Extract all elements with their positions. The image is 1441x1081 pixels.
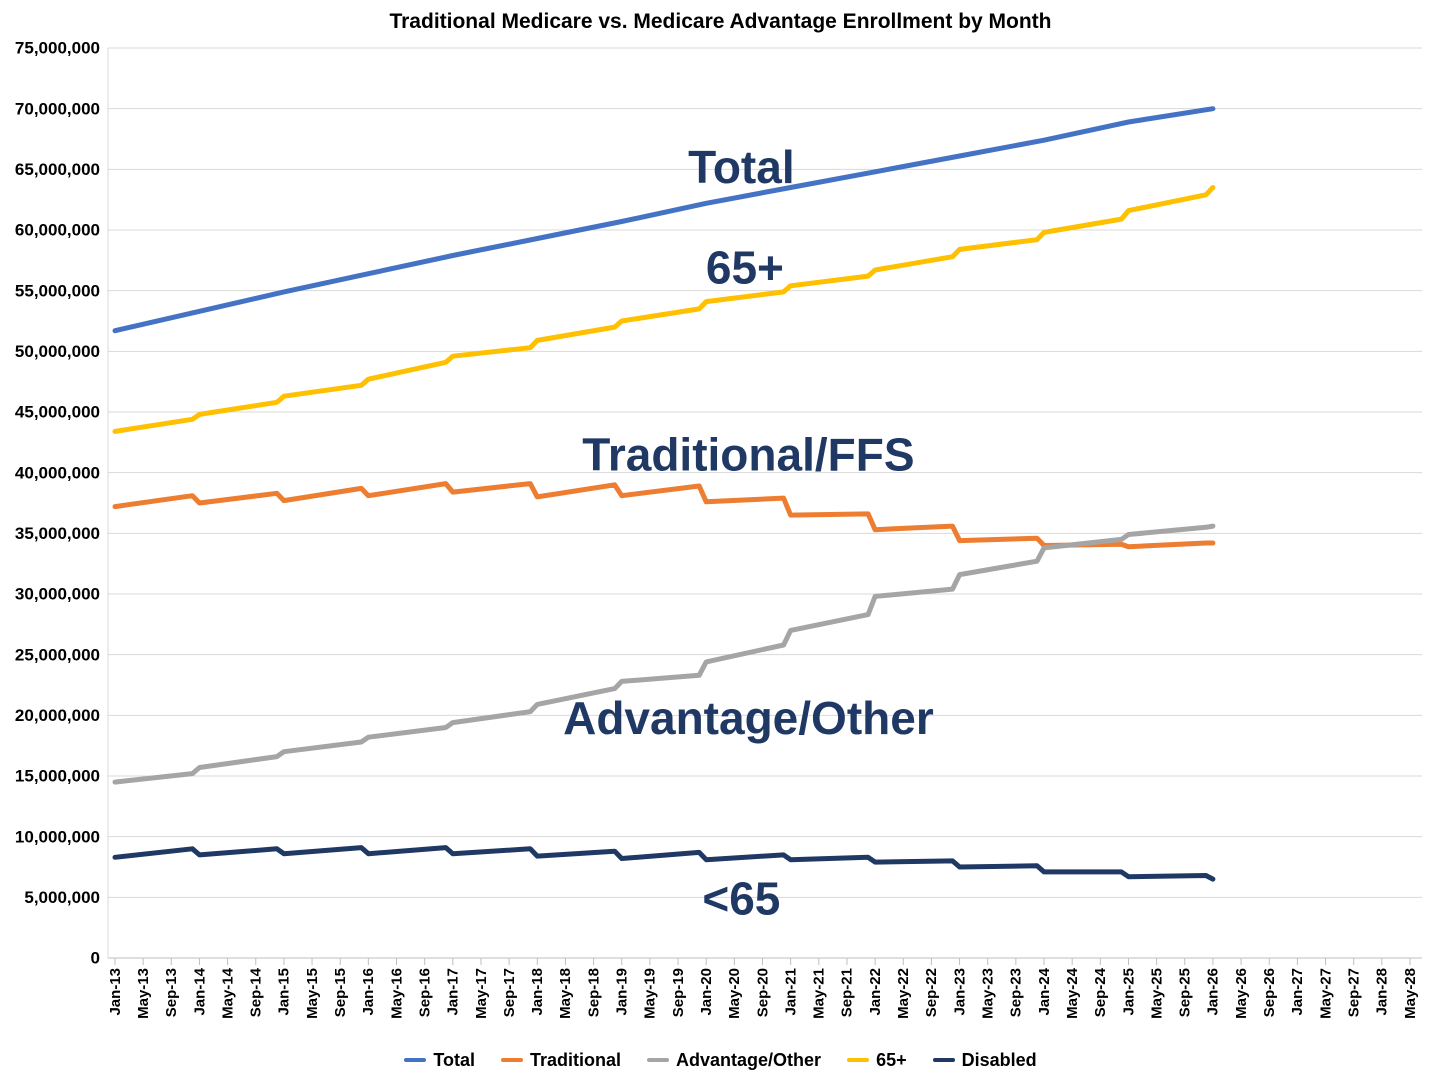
x-axis-tick-label: Jan-22: [867, 968, 884, 1016]
x-axis-tick-label: Sep-25: [1177, 968, 1194, 1017]
x-axis-tick-label: May-18: [557, 968, 574, 1019]
x-axis-tick-label: May-15: [304, 968, 321, 1019]
x-axis-tick-label: Sep-22: [923, 968, 940, 1017]
x-axis-tick-label: May-19: [642, 968, 659, 1019]
series-line-advantage-other: [112, 523, 1216, 785]
series-line-disabled: [112, 845, 1216, 882]
legend-item-65plus: 65+: [847, 1050, 907, 1071]
x-axis-tick-label: May-16: [388, 968, 405, 1019]
x-axis-tick-label: Jan-17: [445, 968, 462, 1016]
legend-item-disabled: Disabled: [932, 1049, 1037, 1071]
x-axis-tick-label: Jan-23: [951, 968, 968, 1016]
y-axis-tick-label: 65,000,000: [15, 160, 100, 179]
legend-item-advantage-other: Advantage/Other: [647, 1050, 821, 1071]
legend-marker-total: [404, 1058, 427, 1062]
x-axis-tick-label: Jan-21: [782, 968, 799, 1016]
x-axis-tick-label: May-13: [135, 968, 152, 1019]
x-axis-tick-label: May-25: [1148, 968, 1165, 1019]
x-axis-tick-label: Sep-14: [248, 967, 265, 1017]
x-axis-tick-label: Sep-24: [1092, 967, 1109, 1017]
legend-label-total: Total: [433, 1049, 476, 1070]
x-axis-tick-label: Jan-25: [1120, 968, 1137, 1016]
x-axis-tick-label: May-27: [1317, 968, 1334, 1019]
x-axis-tick-label: Jan-24: [1036, 967, 1053, 1015]
x-axis-tick-label: Jan-20: [698, 968, 715, 1016]
y-axis-tick-label: 35,000,000: [15, 524, 100, 543]
series-line-traditional: [112, 481, 1216, 550]
y-axis-tick-label: 25,000,000: [15, 645, 100, 664]
x-axis-tick-label: May-23: [980, 968, 997, 1019]
series-line-65-: [112, 185, 1216, 434]
legend-label-65plus: 65+: [876, 1049, 907, 1070]
x-axis-tick-label: Jan-14: [191, 967, 208, 1015]
chart-title: Traditional Medicare vs. Medicare Advant…: [389, 10, 1052, 33]
chart-legend: Total Traditional Advantage/Other 65+ Di…: [0, 1043, 1441, 1077]
x-axis-tick-label: Jan-19: [614, 968, 631, 1016]
y-axis-tick-label: 5,000,000: [24, 888, 100, 907]
legend-label-disabled: Disabled: [961, 1049, 1037, 1070]
x-axis-tick-label: Sep-27: [1345, 968, 1362, 1017]
y-axis-tick-label: 60,000,000: [15, 221, 100, 240]
y-axis-tick-label: 45,000,000: [15, 403, 100, 422]
y-axis-tick-label: 75,000,000: [15, 39, 100, 58]
x-axis-tick-label: May-20: [726, 968, 743, 1019]
y-axis-tick-label: 50,000,000: [15, 342, 100, 361]
x-axis-tick-label: Jan-18: [529, 968, 546, 1016]
x-axis-tick-label: May-14: [219, 967, 236, 1019]
x-axis-tick-label: Sep-13: [163, 968, 180, 1017]
x-axis-tick-label: Sep-16: [416, 968, 433, 1017]
y-axis-tick-label: 30,000,000: [15, 585, 100, 604]
x-axis-tick-label: Sep-15: [332, 968, 349, 1017]
x-axis-tick-label: Sep-23: [1008, 968, 1025, 1017]
x-axis-tick-label: May-22: [895, 968, 912, 1019]
x-axis-tick-label: Sep-20: [754, 968, 771, 1017]
y-axis-tick-label: 0: [91, 949, 100, 968]
y-axis-tick-label: 55,000,000: [15, 281, 100, 300]
y-axis-tick-label: 10,000,000: [15, 827, 100, 846]
legend-marker-disabled: [932, 1058, 955, 1062]
legend-item-total: Total: [404, 1050, 475, 1071]
annotation-advantage-other: Advantage/Other: [563, 692, 934, 744]
x-axis-tick-label: May-26: [1233, 968, 1250, 1019]
x-axis-tick-label: Jan-27: [1289, 968, 1306, 1016]
y-axis-tick-label: 15,000,000: [15, 767, 100, 786]
annotation-traditional-ffs: Traditional/FFS: [582, 429, 914, 481]
enrollment-line-chart: 0 5,000,000 10,000,000 15,000,000 20,000,000…: [15, 39, 1422, 1019]
x-axis-tick-label: Jan-16: [360, 968, 377, 1016]
y-axis-tick-label: 40,000,000: [15, 463, 100, 482]
x-axis-tick-label: May-17: [473, 968, 490, 1019]
x-axis-tick-label: Sep-26: [1261, 968, 1278, 1017]
legend-marker-traditional: [501, 1058, 524, 1062]
x-axis-tick-label: May-28: [1402, 968, 1419, 1019]
x-axis-tick-label: Jan-28: [1374, 968, 1391, 1016]
x-axis-tick-label: May-24: [1064, 967, 1081, 1019]
x-axis-tick-label: Jan-13: [107, 968, 124, 1016]
legend-marker-advantage-other: [647, 1058, 670, 1062]
x-axis-tick-label: Jan-26: [1205, 968, 1222, 1016]
x-axis-tick-label: Sep-17: [501, 968, 518, 1017]
legend-item-traditional: Traditional: [501, 1050, 621, 1071]
annotation-total: Total: [688, 141, 794, 193]
legend-label-advantage-other: Advantage/Other: [676, 1049, 822, 1070]
x-axis-tick-label: Jan-15: [276, 968, 293, 1016]
y-axis-tick-label: 20,000,000: [15, 706, 100, 725]
series-line-total: [112, 106, 1216, 334]
y-axis-tick-label: 70,000,000: [15, 99, 100, 118]
annotation--65: <65: [702, 873, 780, 925]
annotation-65+: 65+: [706, 242, 784, 294]
x-axis-tick-label: Sep-18: [585, 968, 602, 1017]
x-axis-tick-label: Sep-21: [839, 968, 856, 1017]
legend-marker-65plus: [847, 1058, 870, 1062]
x-axis-tick-label: May-21: [811, 968, 828, 1019]
x-axis-tick-label: Sep-19: [670, 968, 687, 1017]
legend-label-traditional: Traditional: [530, 1049, 622, 1070]
